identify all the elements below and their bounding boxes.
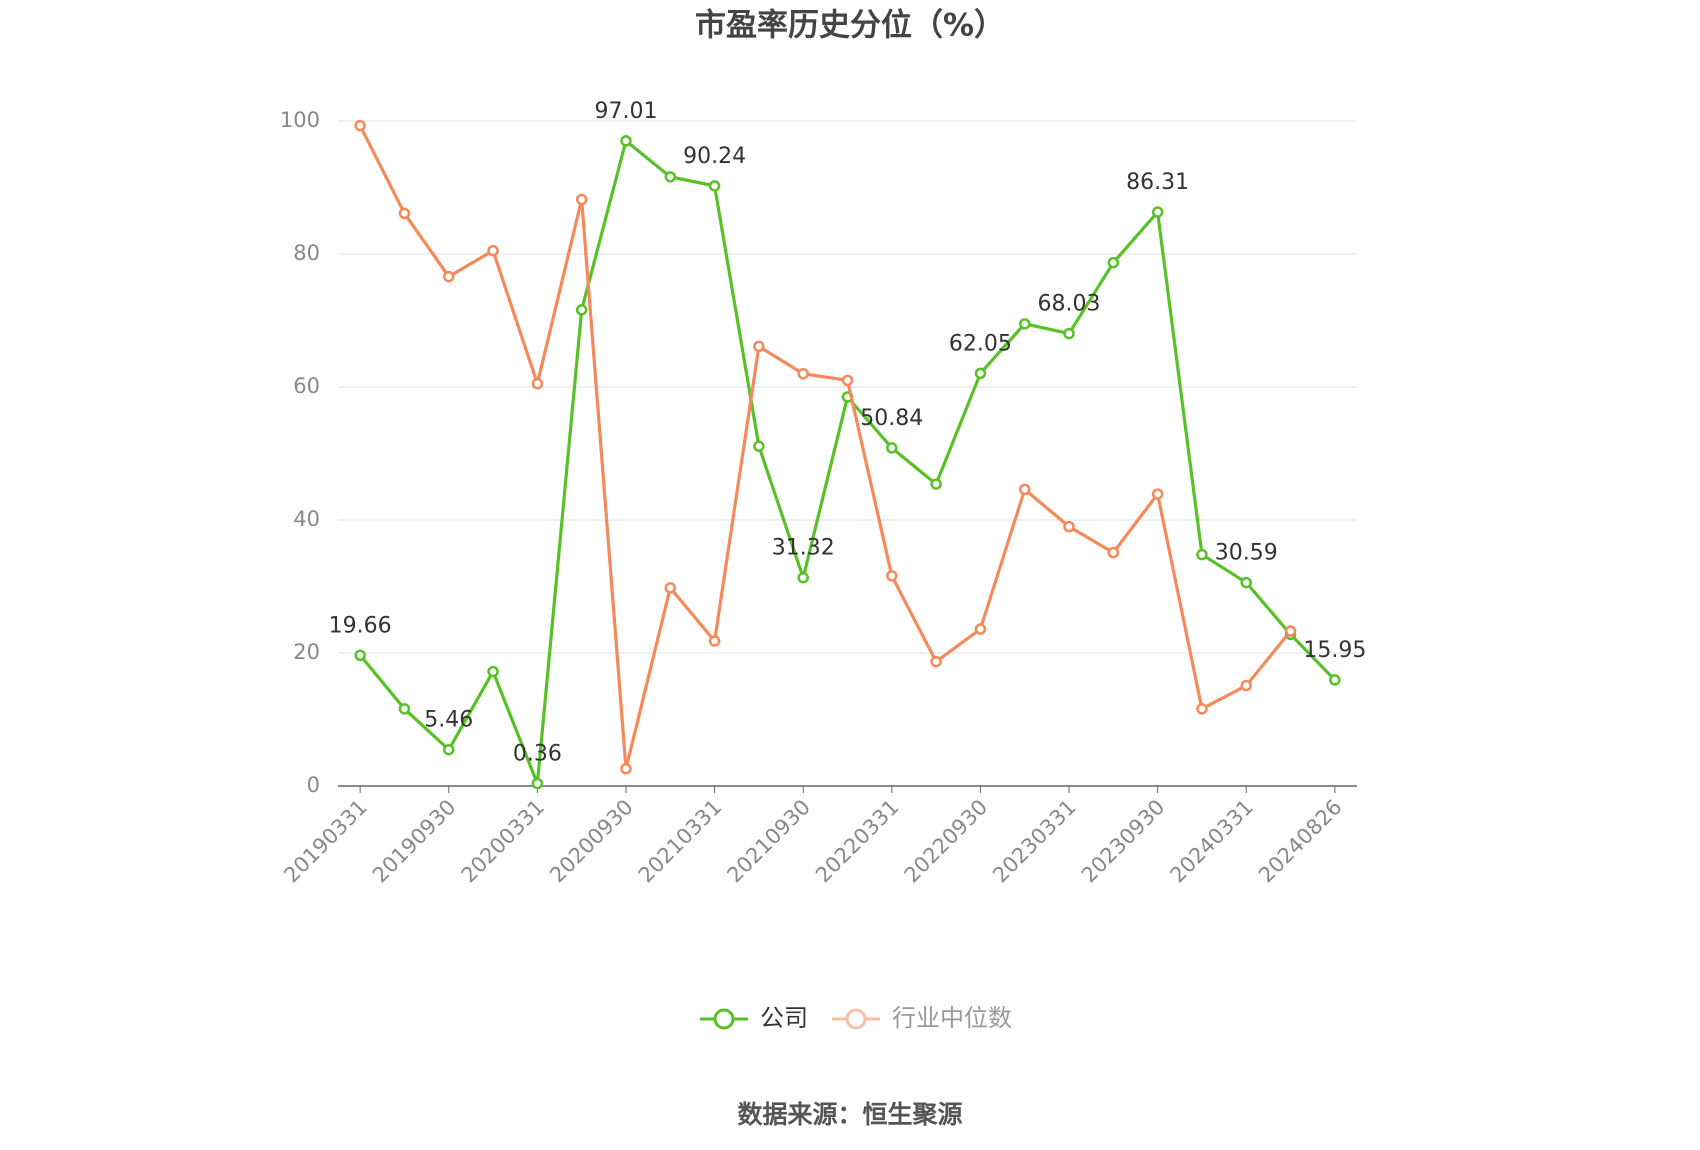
data-label: 97.01 (594, 99, 657, 124)
point (443, 743, 455, 756)
data-label: 5.46 (424, 708, 473, 733)
x-tick-label: 20240331 (1165, 795, 1258, 888)
x-tick-label: 20230930 (1077, 795, 1170, 888)
point (753, 440, 765, 452)
point (1107, 546, 1120, 559)
x-tick-label: 20200930 (545, 795, 638, 888)
point (531, 777, 544, 790)
y-tick-label: 60 (293, 374, 320, 398)
point (620, 762, 632, 775)
point (398, 207, 411, 220)
x-tick-label: 20220930 (900, 795, 993, 888)
point (930, 655, 942, 668)
point (974, 367, 987, 380)
point (443, 270, 455, 283)
point (1240, 679, 1252, 692)
point (797, 367, 809, 380)
x-tick-label: 20210331 (634, 795, 727, 888)
point (664, 171, 677, 183)
point (1151, 206, 1164, 218)
x-tick-label: 20230331 (988, 795, 1081, 888)
x-tick-label: 20210930 (722, 795, 815, 888)
point (1018, 483, 1031, 496)
y-tick-label: 40 (293, 507, 320, 531)
point (797, 571, 809, 584)
point (753, 340, 765, 353)
point (841, 374, 854, 387)
data-label: 31.32 (772, 536, 835, 561)
chart-title: 市盈率历史分位（%） (695, 8, 1005, 44)
point (1329, 674, 1341, 686)
x-tick-label: 20240826 (1254, 795, 1347, 888)
point (708, 180, 721, 192)
point (1151, 488, 1164, 500)
data-label: 90.24 (683, 144, 746, 169)
source: 数据来源：恒生聚源 (737, 1100, 962, 1129)
x-tick-label: 20200331 (457, 795, 550, 888)
point (354, 649, 366, 662)
legend-label: 行业中位数 (892, 1004, 1012, 1032)
point (974, 623, 987, 635)
data-label: 19.66 (329, 613, 392, 638)
point (1018, 318, 1031, 330)
y-tick-label: 100 (280, 108, 320, 132)
point (886, 442, 898, 454)
data-label: 68.03 (1038, 292, 1101, 317)
point (354, 119, 366, 132)
data-label: 62.05 (949, 331, 1012, 356)
point (620, 135, 632, 147)
point (708, 635, 721, 647)
legend-label: 公司 (760, 1004, 808, 1032)
point (575, 193, 588, 206)
point (487, 665, 499, 678)
point (886, 570, 898, 582)
x-tick-label: 20190331 (279, 795, 372, 888)
point (1284, 625, 1297, 637)
x-tick-label: 20190930 (368, 795, 461, 888)
point (1107, 256, 1120, 269)
x-tick-label: 20220331 (811, 795, 904, 888)
point (1063, 327, 1075, 340)
data-label: 15.95 (1303, 638, 1366, 663)
y-tick-label: 0 (307, 773, 320, 797)
point (1196, 703, 1208, 715)
point (398, 703, 411, 715)
legend-marker (713, 1008, 735, 1030)
point (1240, 576, 1252, 589)
y-tick-label: 80 (293, 241, 320, 265)
y-tick-label: 20 (293, 640, 320, 664)
data-label: 86.31 (1126, 170, 1189, 195)
point (1063, 520, 1075, 533)
point (531, 377, 544, 390)
point (930, 478, 942, 490)
point (1196, 548, 1208, 561)
data-label: 30.59 (1215, 541, 1278, 566)
legend-marker (845, 1008, 867, 1030)
point (575, 304, 588, 316)
series-line (358, 124, 1292, 770)
point (487, 244, 499, 257)
point (664, 582, 677, 594)
data-label: 50.84 (860, 406, 923, 431)
series-line (358, 138, 1336, 785)
data-label: 0.36 (513, 742, 562, 767)
